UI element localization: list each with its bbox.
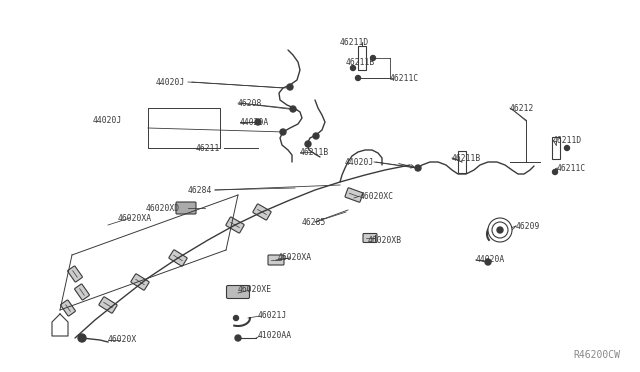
FancyBboxPatch shape [226, 217, 244, 233]
Circle shape [78, 334, 86, 342]
Text: 46211B: 46211B [300, 148, 329, 157]
Circle shape [313, 133, 319, 139]
Text: 46285: 46285 [302, 218, 326, 227]
FancyBboxPatch shape [345, 188, 363, 202]
FancyBboxPatch shape [99, 297, 117, 313]
Circle shape [255, 119, 261, 125]
Text: 46020XD: 46020XD [146, 203, 180, 212]
FancyBboxPatch shape [169, 250, 187, 266]
Text: 46211B: 46211B [452, 154, 481, 163]
Text: 46211B: 46211B [346, 58, 375, 67]
Text: 46211: 46211 [196, 144, 220, 153]
Text: 46020XE: 46020XE [238, 285, 272, 295]
Text: 46020XA: 46020XA [118, 214, 152, 222]
Circle shape [287, 84, 293, 90]
Text: 46284: 46284 [188, 186, 212, 195]
Circle shape [492, 222, 508, 238]
Circle shape [280, 129, 286, 135]
FancyBboxPatch shape [61, 300, 76, 316]
Text: 46211C: 46211C [557, 164, 586, 173]
Circle shape [355, 76, 360, 80]
Circle shape [488, 218, 512, 242]
Circle shape [415, 165, 421, 171]
Bar [358, 46, 366, 70]
Text: 44020J: 44020J [93, 115, 122, 125]
Text: 46211C: 46211C [390, 74, 419, 83]
Text: 44020J: 44020J [345, 157, 374, 167]
Text: 46021J: 46021J [258, 311, 287, 321]
FancyBboxPatch shape [253, 204, 271, 220]
FancyBboxPatch shape [75, 284, 90, 300]
Circle shape [564, 145, 570, 151]
Text: 44020J: 44020J [156, 77, 185, 87]
Text: 46209: 46209 [516, 221, 540, 231]
Text: 46212: 46212 [510, 103, 534, 112]
Text: 46020XA: 46020XA [278, 253, 312, 263]
Circle shape [485, 259, 491, 265]
Bar [552, 137, 560, 159]
Text: 46211D: 46211D [340, 38, 369, 46]
Text: 44020A: 44020A [476, 256, 505, 264]
Circle shape [235, 335, 241, 341]
Circle shape [290, 106, 296, 112]
Text: 46208: 46208 [238, 99, 262, 108]
FancyBboxPatch shape [176, 202, 196, 214]
FancyBboxPatch shape [68, 266, 83, 282]
FancyBboxPatch shape [131, 274, 149, 290]
FancyBboxPatch shape [363, 234, 377, 243]
Bar [458, 151, 466, 173]
FancyBboxPatch shape [268, 255, 284, 265]
Circle shape [305, 141, 311, 147]
Text: 46020XB: 46020XB [368, 235, 402, 244]
Text: R46200CW: R46200CW [573, 350, 620, 360]
Circle shape [371, 55, 376, 61]
Circle shape [552, 170, 557, 174]
Text: 46211D: 46211D [553, 135, 582, 144]
Text: 44020A: 44020A [240, 118, 269, 126]
FancyBboxPatch shape [227, 285, 250, 298]
Circle shape [497, 227, 503, 233]
Text: 46020X: 46020X [108, 336, 137, 344]
Circle shape [234, 315, 239, 321]
Text: 41020AA: 41020AA [258, 331, 292, 340]
Text: 46020XC: 46020XC [360, 192, 394, 201]
Circle shape [351, 65, 355, 71]
